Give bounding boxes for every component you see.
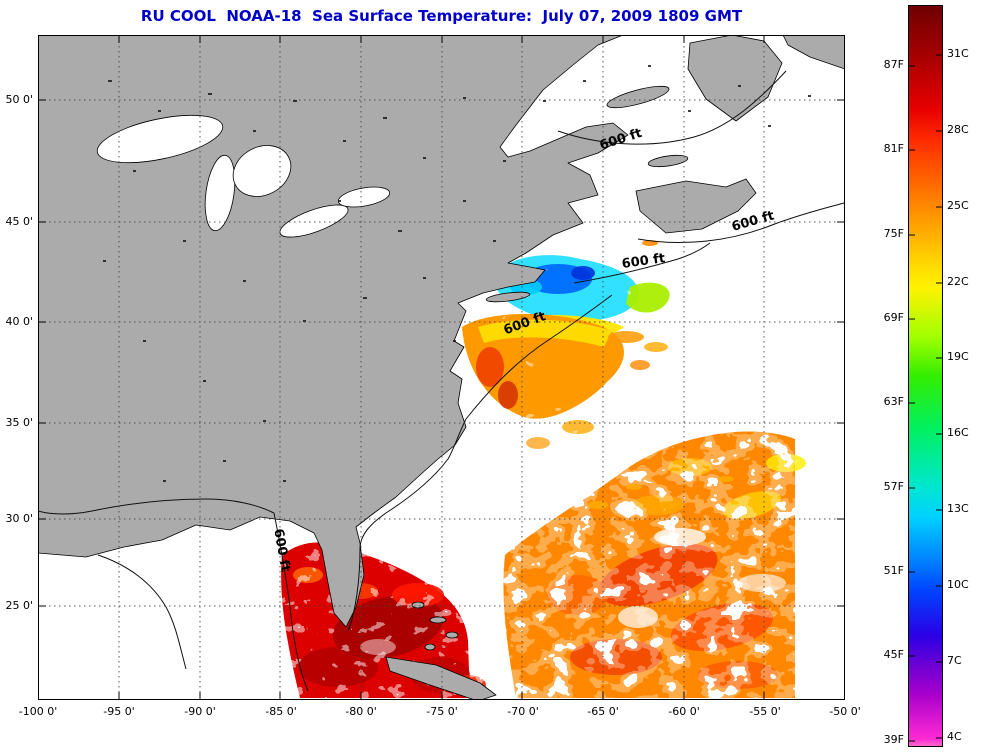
colorbar-c-label: 16C	[947, 426, 969, 439]
x-tick-label: -100 0'	[18, 705, 58, 718]
sst-offshore-warm-patch	[503, 431, 806, 698]
x-tick-label: -75 0'	[426, 705, 458, 718]
colorbar-f-label: 87F	[883, 58, 904, 71]
map-svg: 600 ft 600 ft 600 ft 600 ft 600 ft	[37, 34, 846, 702]
colorbar-f-label: 69F	[883, 311, 904, 324]
colorbar-f-label: 51F	[883, 564, 904, 577]
figure-title: RU COOL NOAA-18 Sea Surface Temperature:…	[140, 7, 743, 25]
colorbar-ticks	[909, 54, 942, 742]
x-tick-label: -50 0'	[829, 705, 861, 718]
x-tick-label: -55 0'	[749, 705, 781, 718]
y-tick-label: 30 0'	[5, 512, 33, 525]
colorbar-c-label: 25C	[947, 199, 969, 212]
y-tick-label: 45 0'	[5, 215, 33, 228]
grid-lines	[39, 36, 844, 699]
x-tick-label: -85 0'	[265, 705, 297, 718]
landmass	[37, 34, 846, 702]
colorbar-f-label: 45F	[883, 648, 904, 661]
colorbar-c-label: 22C	[947, 275, 969, 288]
map-plot: 600 ft 600 ft 600 ft 600 ft 600 ft	[37, 34, 846, 702]
colorbar-f-label: 39F	[883, 733, 904, 746]
colorbar-f-label: 81F	[883, 142, 904, 155]
bathymetry-contours	[37, 70, 845, 692]
x-tick-label: -70 0'	[507, 705, 539, 718]
colorbar-c-label: 13C	[947, 502, 969, 515]
sst-scattered-specks	[588, 240, 734, 509]
colorbar-f-label: 63F	[883, 395, 904, 408]
y-tick-label: 35 0'	[5, 416, 33, 429]
x-tick-label: -65 0'	[587, 705, 619, 718]
colorbar-c-label: 10C	[947, 578, 969, 591]
contour-label: 600 ft	[270, 528, 292, 573]
x-tick-label: -95 0'	[103, 705, 135, 718]
colorbar-c-label: 4C	[947, 730, 962, 743]
colorbar-c-label: 28C	[947, 123, 969, 136]
great-lakes	[96, 114, 391, 238]
colorbar-c-label: 7C	[947, 654, 962, 667]
noise-speckles	[103, 65, 811, 482]
sst-midatlantic-warm-patch	[462, 314, 668, 449]
colorbar-c-label: 31C	[947, 47, 969, 60]
y-tick-label: 50 0'	[5, 93, 33, 106]
contour-label: 600 ft	[621, 251, 666, 272]
y-tick-label: 25 0'	[5, 599, 33, 612]
x-tick-label: -80 0'	[345, 705, 377, 718]
x-tick-label: -90 0'	[184, 705, 216, 718]
x-tick-label: -60 0'	[668, 705, 700, 718]
colorbar	[908, 5, 943, 747]
colorbar-f-label: 75F	[883, 227, 904, 240]
plot-border	[38, 35, 845, 700]
colorbar-f-label: 57F	[883, 480, 904, 493]
y-tick-label: 40 0'	[5, 315, 33, 328]
colorbar-c-label: 19C	[947, 350, 969, 363]
